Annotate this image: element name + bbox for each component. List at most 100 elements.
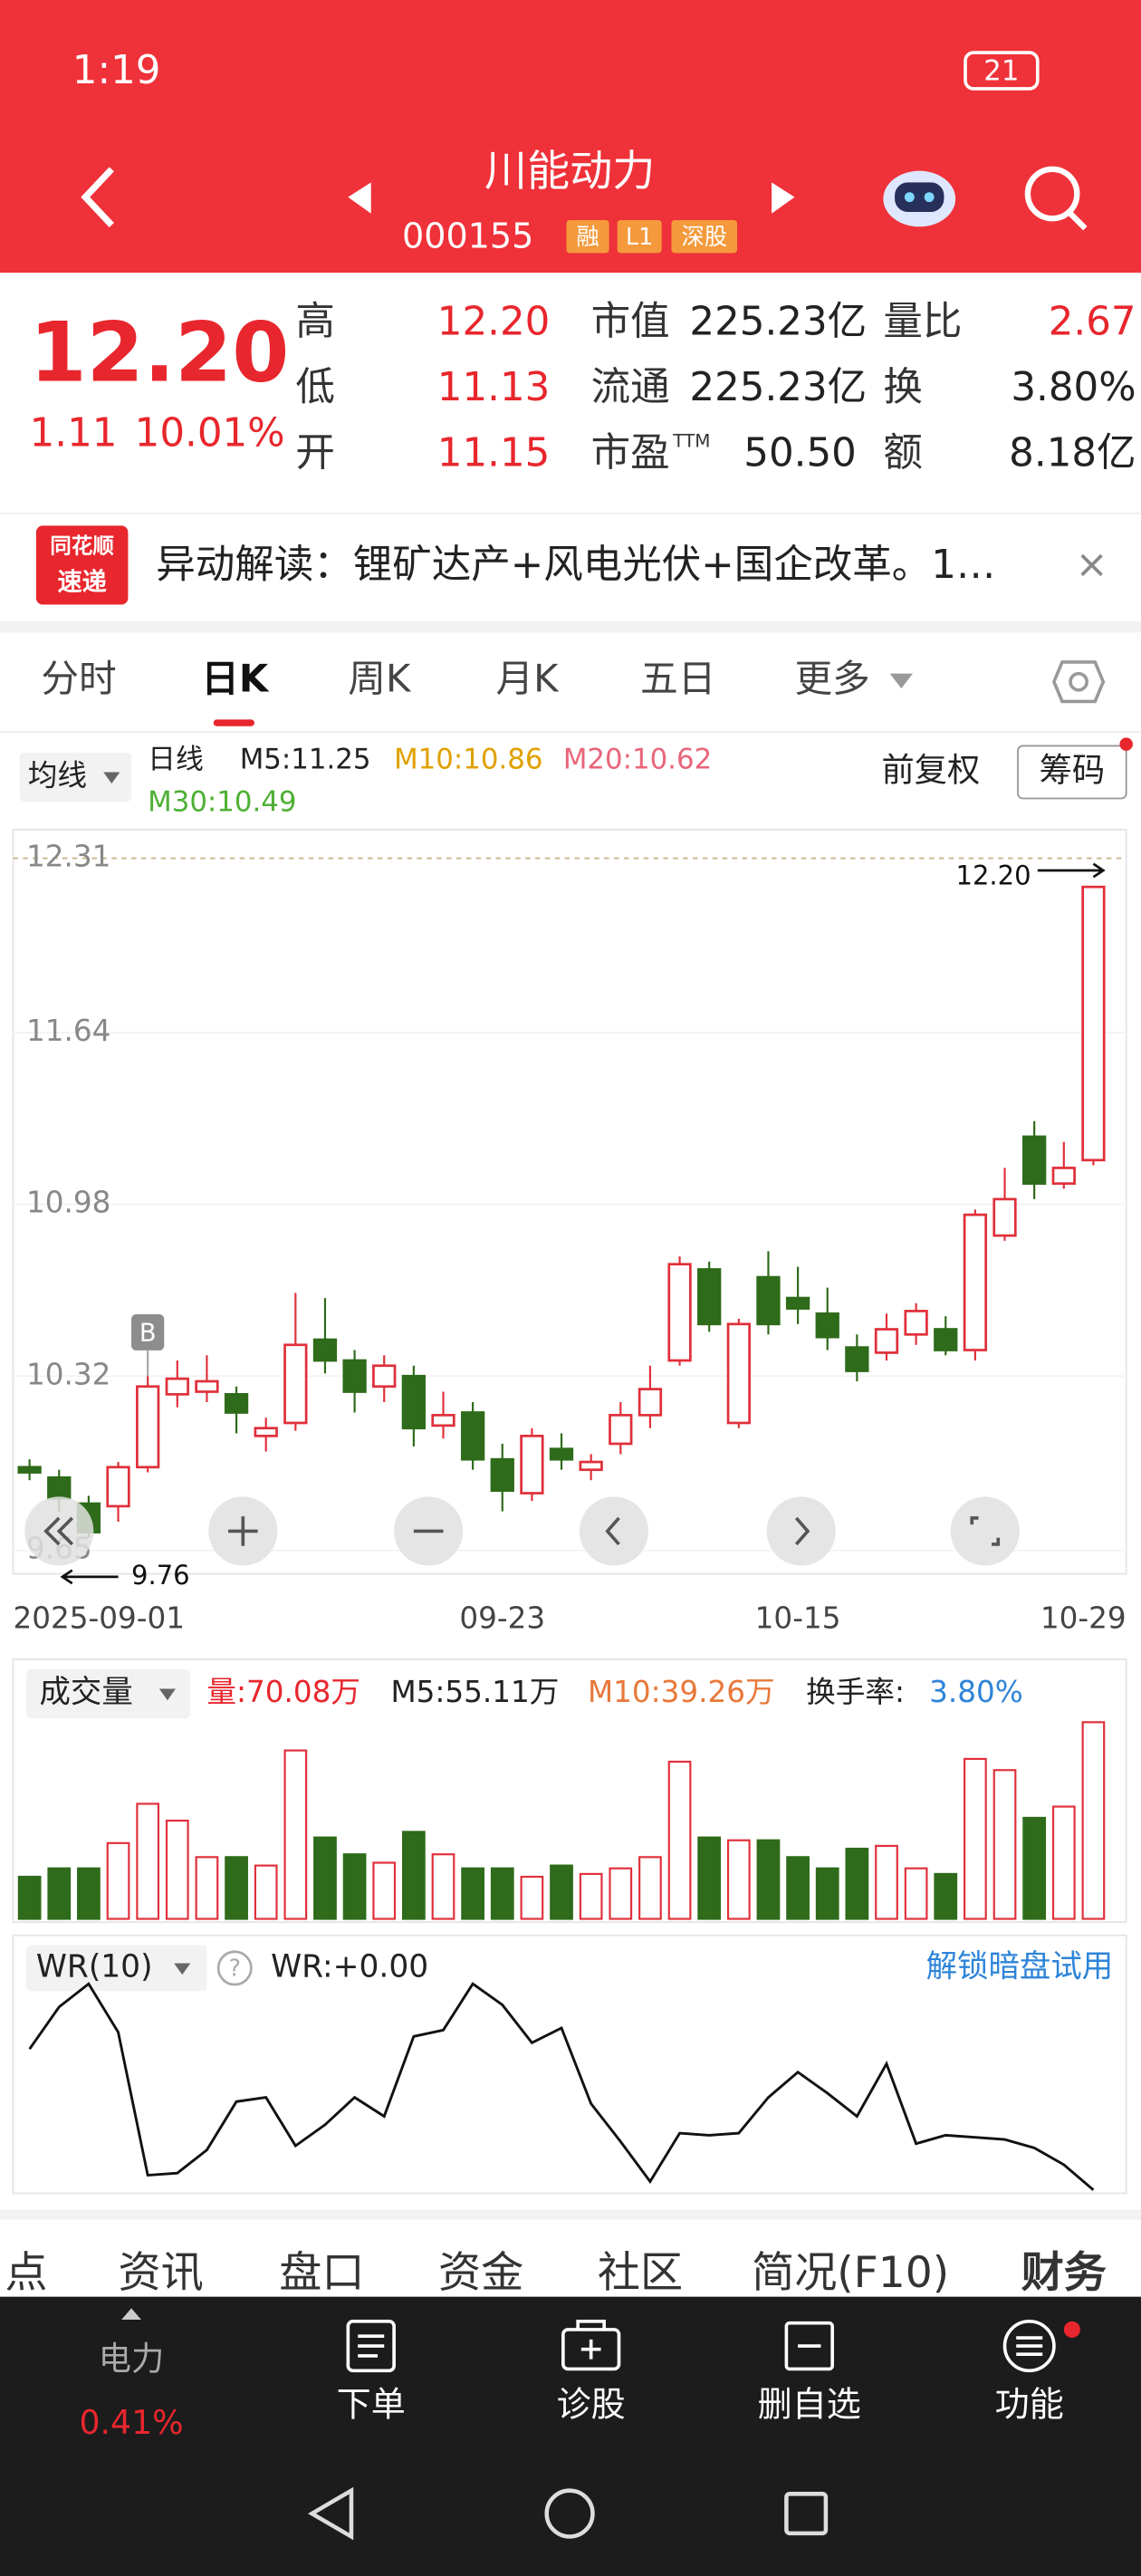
close-news[interactable] — [1080, 553, 1103, 577]
icon-order — [346, 2320, 396, 2373]
tab[interactable]: 月K — [495, 657, 560, 701]
bottom-tab[interactable]: 资讯 — [119, 2248, 204, 2298]
chart-control-icon — [228, 1516, 258, 1546]
help: ? — [229, 1955, 241, 1982]
footer-action[interactable]: 删自选 — [758, 2385, 861, 2425]
quote-label: 开 — [295, 430, 335, 476]
chips-button[interactable] — [1017, 745, 1127, 800]
candle-body — [815, 1312, 839, 1339]
candle-body — [579, 1460, 603, 1472]
tab[interactable]: 周K — [348, 657, 412, 701]
tag-bg — [617, 220, 662, 254]
candle-body — [17, 1466, 42, 1474]
tags: 融 L1 深股 — [566, 220, 738, 254]
wr-select[interactable] — [26, 1945, 207, 1992]
bottom-tab[interactable]: 点 — [5, 2248, 47, 2298]
marker: B — [139, 1319, 157, 1347]
volume-bar — [490, 1867, 514, 1920]
volume-bar — [342, 1853, 367, 1920]
footer-actions: 下单 诊股 删自选 功能 — [337, 2385, 1064, 2425]
volume-bar — [47, 1867, 72, 1920]
icon-diagnose — [561, 2320, 621, 2371]
dropdown — [174, 1963, 191, 1975]
adjust[interactable]: 前复权 — [882, 750, 981, 789]
volume-bar — [934, 1872, 958, 1920]
chart-control[interactable] — [579, 1496, 649, 1566]
back-button[interactable] — [81, 167, 114, 227]
help-icon[interactable] — [216, 1950, 253, 1986]
y-tick-label: 12.31 — [26, 840, 110, 874]
volume-bar — [579, 1872, 603, 1920]
bottom-tab[interactable]: 盘口 — [279, 2248, 364, 2298]
candle-body — [963, 1213, 988, 1351]
badge-line: 同花顺 — [50, 533, 114, 558]
candle-body — [460, 1411, 485, 1461]
sector[interactable]: 电力 — [99, 2339, 164, 2378]
search-icon[interactable] — [1024, 166, 1088, 231]
quote-label: 低 — [295, 365, 335, 410]
x-tick-label: 09-23 — [459, 1600, 545, 1635]
robot-icon[interactable] — [883, 170, 956, 227]
quote-value: 12.20 — [437, 299, 551, 344]
tab[interactable]: 日K — [201, 657, 270, 701]
expand[interactable] — [121, 2308, 141, 2321]
promo[interactable]: 解锁暗盘试用 — [926, 1948, 1114, 1985]
footer-action[interactable]: 功能 — [995, 2385, 1064, 2425]
volume-bar — [1022, 1816, 1047, 1920]
tab[interactable]: 五日 — [640, 657, 715, 701]
tab[interactable]: 分时 — [41, 657, 116, 701]
volume-bar — [431, 1853, 455, 1920]
chart-control-icon — [605, 1516, 620, 1546]
volume-bar — [106, 1841, 130, 1920]
nav-back[interactable] — [307, 2486, 354, 2541]
chart-control[interactable] — [950, 1496, 1020, 1566]
candle-body — [785, 1296, 810, 1310]
badge-dot — [1119, 737, 1133, 751]
wr-chart — [28, 1982, 1095, 2191]
volume-bar — [77, 1867, 101, 1920]
footer-action[interactable]: 诊股 — [557, 2385, 626, 2425]
tag: L1 — [626, 223, 653, 250]
candle-body — [638, 1388, 663, 1417]
prev-stock[interactable] — [348, 182, 371, 214]
quote-label-sup: TTM — [672, 429, 710, 451]
candle-body — [904, 1310, 928, 1336]
settings[interactable] — [1051, 660, 1106, 704]
period-label: 日线 — [148, 743, 204, 775]
quote-label: 量比 — [883, 299, 962, 344]
volume-bar — [726, 1839, 751, 1920]
candle-body — [1051, 1167, 1076, 1186]
volume-bar — [17, 1875, 42, 1920]
bottom-tab[interactable]: 财务 — [1021, 2248, 1107, 2298]
candle-body — [106, 1466, 130, 1508]
candle-body — [520, 1434, 544, 1495]
bottom-tab[interactable]: 资金 — [438, 2248, 523, 2298]
status-time: 1:19 — [72, 48, 161, 93]
quote-label: 市盈 — [591, 430, 670, 476]
battery-level: 21 — [983, 54, 1019, 87]
volume-bar — [609, 1867, 633, 1920]
bottom-tab[interactable]: 社区 — [598, 2248, 683, 2298]
tab[interactable]: 更多 — [794, 657, 869, 701]
bottom-tab[interactable]: 简况(F10) — [752, 2248, 949, 2298]
quote-label: 市值 — [591, 299, 670, 344]
next-stock[interactable] — [772, 182, 795, 214]
chart-control[interactable] — [766, 1496, 836, 1566]
candle-body — [254, 1427, 278, 1437]
nav-recent[interactable] — [784, 2492, 829, 2536]
quote-label: 额 — [883, 430, 923, 476]
volume-bar — [992, 1769, 1017, 1920]
low-arrow — [60, 1569, 119, 1585]
indicator-select[interactable] — [19, 752, 132, 803]
nav-home[interactable] — [544, 2488, 595, 2539]
quote-label: 流通 — [591, 365, 670, 410]
footer-action[interactable]: 下单 — [337, 2385, 406, 2425]
candle-body — [934, 1328, 958, 1351]
volume-bar — [904, 1867, 928, 1920]
candle-body — [47, 1475, 72, 1500]
volume-select[interactable] — [26, 1668, 191, 1719]
icon-remove — [784, 2321, 834, 2371]
news-text[interactable]: 异动解读：锂矿达产+风电光伏+国企改革。1… — [156, 543, 995, 588]
